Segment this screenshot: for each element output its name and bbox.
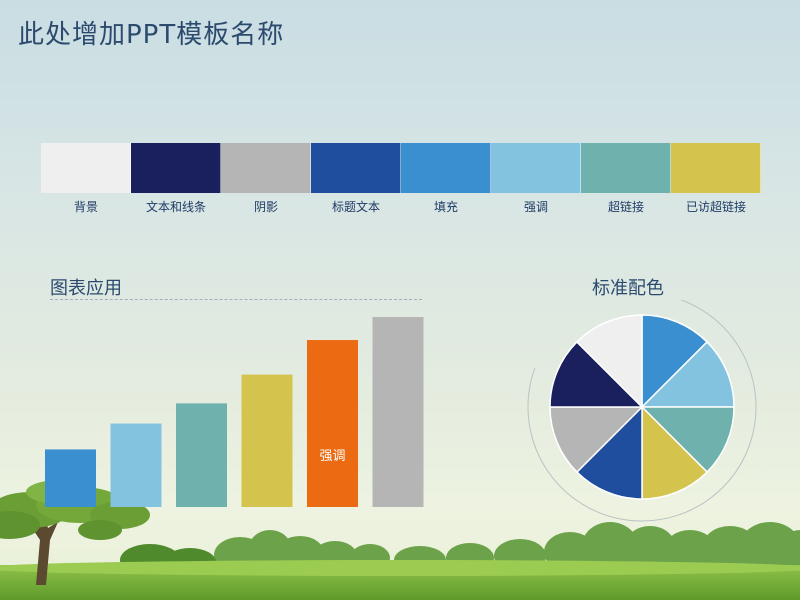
bar-data-label: 强调 (319, 449, 345, 464)
swatch-label: 强调 (523, 200, 548, 214)
bar-chart-heading: 图表应用 (50, 278, 122, 299)
bar (45, 449, 96, 507)
swatch-shadow (221, 143, 311, 193)
pie-chart (527, 300, 757, 522)
pie-chart-heading: 标准配色 (592, 278, 664, 299)
swatch-visited-hyperlink (671, 143, 761, 193)
palette-labels: 背景 文本和线条 阴影 标题文本 填充 强调 超链接 已访超链接 (41, 198, 761, 215)
pie-slice (575, 405, 643, 500)
pie-slice (640, 340, 735, 408)
pie-slice (575, 314, 643, 409)
swatch-label: 阴影 (253, 200, 278, 214)
swatch-label: 已访超链接 (685, 200, 746, 214)
swatch-text-and-lines (131, 143, 221, 193)
swatch-title-text (311, 143, 401, 193)
bar (241, 374, 293, 507)
pie-slice (549, 406, 644, 474)
pie-slice (641, 405, 709, 500)
bar (372, 317, 424, 507)
swatch-label: 文本和线条 (145, 200, 206, 214)
pie-outer-ring (527, 300, 757, 522)
swatch-label: 填充 (433, 200, 458, 214)
pie-slice (640, 406, 735, 474)
slide-title: 此处增加PPT模板名称 (18, 20, 285, 50)
pie-slice (549, 340, 644, 408)
swatch-label: 超链接 (607, 200, 644, 214)
bar (307, 340, 358, 507)
swatch-background (41, 143, 131, 193)
color-palette (41, 143, 761, 193)
swatch-fill (401, 143, 491, 193)
pie-slice (641, 314, 709, 409)
bar (110, 423, 162, 507)
bar (176, 403, 227, 507)
swatch-hyperlink (581, 143, 671, 193)
swatch-accent (491, 143, 581, 193)
swatch-label: 背景 (73, 200, 98, 214)
heading-divider (50, 299, 422, 300)
swatch-label: 标题文本 (331, 200, 380, 214)
